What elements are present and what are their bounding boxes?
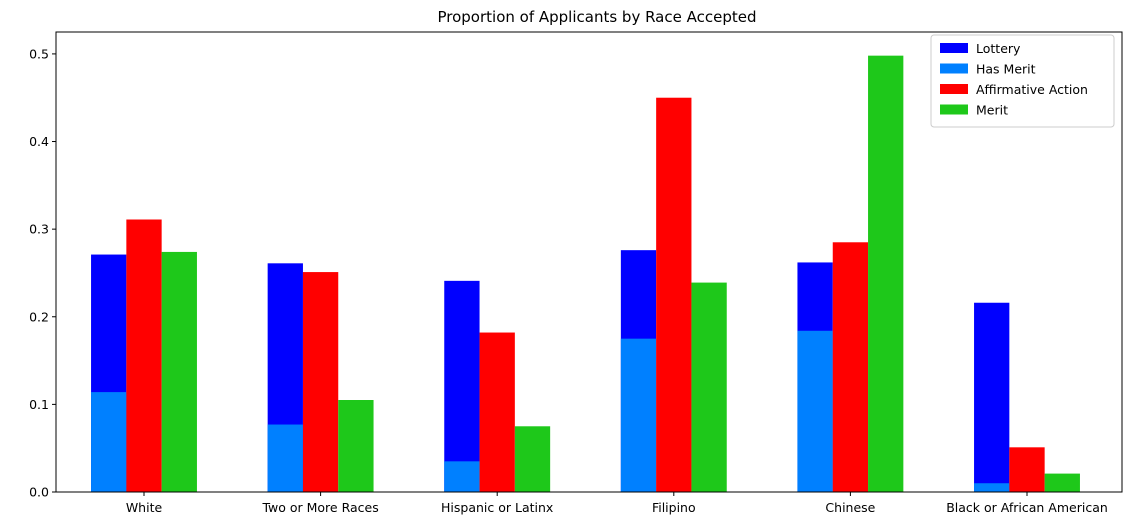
bar-merit-filipino <box>691 282 727 492</box>
legend-label-affirmative-action: Affirmative Action <box>976 82 1088 97</box>
bar-has-merit-filipino <box>620 338 657 492</box>
bar-lottery-black-or-african-american <box>974 302 1010 492</box>
y-tick-label: 0.3 <box>29 222 49 237</box>
bar-has-merit-two-or-more-races <box>267 424 303 492</box>
bar-merit-hispanic-or-latinx <box>514 426 551 492</box>
legend-label-merit: Merit <box>976 103 1008 118</box>
x-tick-label-black-or-african-american: Black or African American <box>946 500 1108 515</box>
bar-merit-white <box>161 251 197 492</box>
legend-label-has-merit: Has Merit <box>976 62 1036 77</box>
y-tick-label: 0.1 <box>29 397 49 412</box>
y-tick-label: 0.4 <box>29 134 49 149</box>
x-tick-label-hispanic-or-latinx: Hispanic or Latinx <box>441 500 553 515</box>
legend-swatch-has-merit <box>940 63 968 74</box>
axes-layer: White Two or More Races Hispanic or Latinx… <box>29 31 1123 515</box>
bar-affirmative-action-hispanic-or-latinx <box>479 332 515 492</box>
legend-label-lottery: Lottery <box>976 41 1021 56</box>
x-tick-label-two-or-more-races: Two or More Races <box>261 500 378 515</box>
bar-merit-chinese <box>868 55 904 493</box>
legend-swatch-lottery <box>940 43 968 53</box>
bar-affirmative-action-filipino <box>656 97 692 492</box>
bars-layer <box>91 55 1080 493</box>
legend-swatch-affirmative-action <box>940 84 968 94</box>
legend: Lottery Has Merit Affirmative Action Merit <box>930 34 1115 128</box>
bar-has-merit-chinese <box>797 330 833 492</box>
legend-box <box>930 34 1115 128</box>
bar-has-merit-hispanic-or-latinx <box>444 461 480 492</box>
x-tick-label-filipino: Filipino <box>652 500 696 515</box>
legend-swatch-merit <box>940 104 968 115</box>
bar-affirmative-action-chinese <box>832 242 869 492</box>
bar-merit-two-or-more-races <box>338 400 374 492</box>
y-tick-label: 0.0 <box>29 485 49 500</box>
bar-lottery-hispanic-or-latinx <box>444 280 480 492</box>
x-tick-label-white: White <box>126 500 163 515</box>
x-tick-label-chinese: Chinese <box>825 500 875 515</box>
bar-has-merit-black-or-african-american <box>974 483 1010 492</box>
bar-has-merit-white <box>91 392 127 492</box>
bar-merit-black-or-african-american <box>1044 473 1080 492</box>
chart-title: Proportion of Applicants by Race Accepte… <box>437 8 756 26</box>
bar-affirmative-action-two-or-more-races <box>302 272 339 492</box>
bar-affirmative-action-white <box>126 219 162 492</box>
y-tick-label: 0.5 <box>29 46 49 61</box>
plot-frame <box>55 31 1123 493</box>
bar-affirmative-action-black-or-african-american <box>1009 447 1045 492</box>
y-tick-label: 0.2 <box>29 309 49 324</box>
